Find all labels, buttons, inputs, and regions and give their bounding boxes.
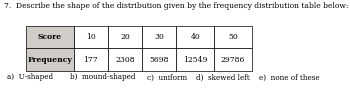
Text: c)  uniform: c) uniform (147, 73, 187, 81)
Text: e)  none of these: e) none of these (259, 73, 320, 81)
Text: 30: 30 (154, 33, 164, 41)
Text: 40: 40 (190, 33, 200, 41)
Bar (108, 26, 142, 48)
Bar (26, 48, 74, 71)
Bar (142, 26, 176, 48)
Bar (74, 26, 108, 48)
Text: 7.  Describe the shape of the distribution given by the frequency distribution t: 7. Describe the shape of the distributio… (4, 2, 349, 10)
Bar (176, 26, 214, 48)
Bar (214, 48, 252, 71)
Text: b)  mound-shaped: b) mound-shaped (70, 73, 135, 81)
Text: 2308: 2308 (115, 56, 135, 64)
Bar (176, 48, 214, 71)
Text: 20: 20 (120, 33, 130, 41)
Bar (214, 26, 252, 48)
Text: 5698: 5698 (149, 56, 169, 64)
Bar (74, 48, 108, 71)
Bar (108, 48, 142, 71)
Text: 50: 50 (228, 33, 238, 41)
Text: 29786: 29786 (221, 56, 245, 64)
Bar (26, 26, 74, 48)
Text: Score: Score (38, 33, 62, 41)
Text: 177: 177 (83, 56, 98, 64)
Text: 12549: 12549 (183, 56, 208, 64)
Text: a)  U-shaped: a) U-shaped (7, 73, 53, 81)
Text: d)  skewed left: d) skewed left (196, 73, 250, 81)
Bar (142, 48, 176, 71)
Text: Frequency: Frequency (28, 56, 72, 64)
Text: 10: 10 (86, 33, 96, 41)
